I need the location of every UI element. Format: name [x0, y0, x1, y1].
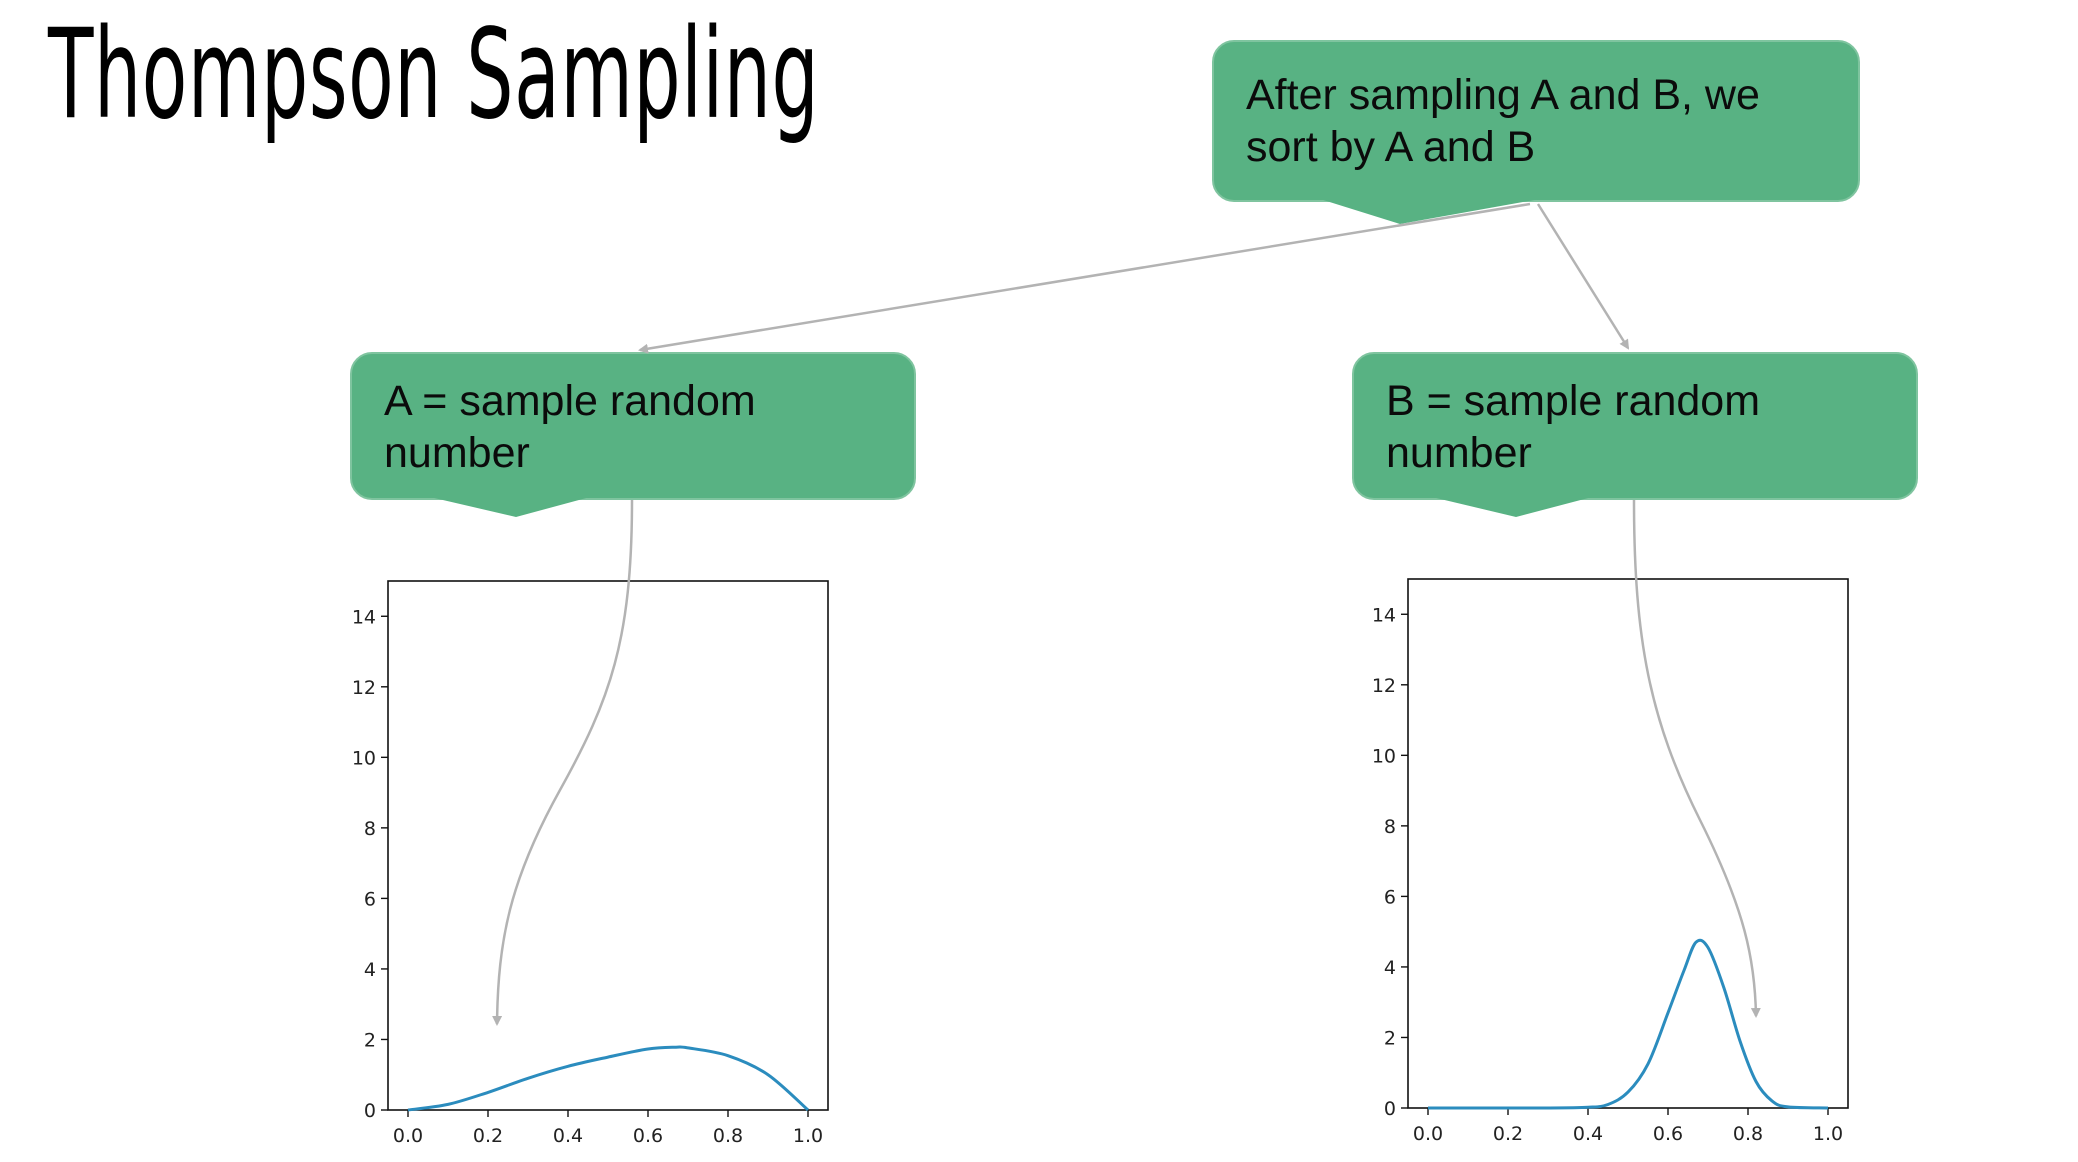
callout-sample-a-text: A = sample random number — [384, 377, 756, 477]
chart-a-xtick-label: 0.0 — [393, 1125, 423, 1147]
chart-b-xtick-label: 1.0 — [1813, 1123, 1843, 1145]
chart-b-ytick-label: 6 — [1384, 886, 1396, 908]
chart-a-xtick-label: 0.2 — [473, 1125, 503, 1147]
slide-title: Thompson Sampling — [48, 3, 820, 147]
chart-a-frame — [387, 580, 829, 1111]
chart-b-ytick-label: 2 — [1384, 1027, 1396, 1049]
arrow-to-sample-b — [1536, 203, 1630, 350]
arrow-sample-b-to-curve — [1632, 499, 1761, 1018]
callout-sort: After sampling A and B, we sort by A and… — [1212, 40, 1860, 202]
callout-sort-tail — [1320, 199, 1540, 224]
chart-b-ytick-label: 14 — [1372, 604, 1396, 626]
arrow-sample-a-to-curve — [492, 499, 634, 1026]
chart-a-xtick-label: 0.6 — [633, 1125, 663, 1147]
chart-a-ytick-label: 0 — [364, 1100, 376, 1122]
chart-a-ytick-label: 12 — [352, 677, 376, 699]
chart-a-xtick-label: 0.8 — [713, 1125, 743, 1147]
chart-b-xtick-label: 0.4 — [1573, 1123, 1603, 1145]
callout-sample-a: A = sample random number — [350, 352, 916, 500]
chart-b-series-line — [1427, 938, 1829, 1110]
callout-sample-b-text: B = sample random number — [1386, 377, 1761, 477]
callout-sample-b-tail — [1432, 497, 1592, 517]
callout-sort-text: After sampling A and B, we sort by A and… — [1246, 71, 1760, 171]
chart-a-series-line — [407, 1045, 809, 1112]
chart-b-ytick-label: 4 — [1384, 957, 1396, 979]
callout-sample-b: B = sample random number — [1352, 352, 1918, 500]
chart-b-ytick-label: 10 — [1372, 745, 1396, 767]
chart-b-ytick-label: 12 — [1372, 675, 1396, 697]
chart-b-xtick-label: 0.8 — [1733, 1123, 1763, 1145]
arrow-to-sample-a — [638, 202, 1531, 354]
chart-a-xtick-label: 1.0 — [793, 1125, 823, 1147]
chart-a: 0.0 0.2 0.4 0.6 0.8 1.0 0 2 4 6 8 10 12 14 — [352, 580, 829, 1147]
chart-b-ytick-label: 0 — [1384, 1098, 1396, 1120]
chart-a-ytick-label: 8 — [364, 818, 376, 840]
chart-b-ytick-label: 8 — [1384, 816, 1396, 838]
chart-a-ytick-label: 4 — [364, 959, 376, 981]
chart-b-xtick-label: 0.0 — [1413, 1123, 1443, 1145]
chart-b-frame — [1407, 578, 1849, 1109]
chart-b-xtick-label: 0.2 — [1493, 1123, 1523, 1145]
chart-b-xtick-label: 0.6 — [1653, 1123, 1683, 1145]
callout-sample-a-tail — [430, 497, 590, 517]
chart-a-xtick-label: 0.4 — [553, 1125, 583, 1147]
chart-a-ytick-label: 6 — [364, 888, 376, 910]
chart-a-ytick-label: 2 — [364, 1029, 376, 1051]
chart-a-ytick-label: 14 — [352, 606, 376, 628]
chart-b: 0.0 0.2 0.4 0.6 0.8 1.0 0 2 4 6 8 10 12 14 — [1372, 578, 1849, 1145]
chart-a-ytick-label: 10 — [352, 747, 376, 769]
